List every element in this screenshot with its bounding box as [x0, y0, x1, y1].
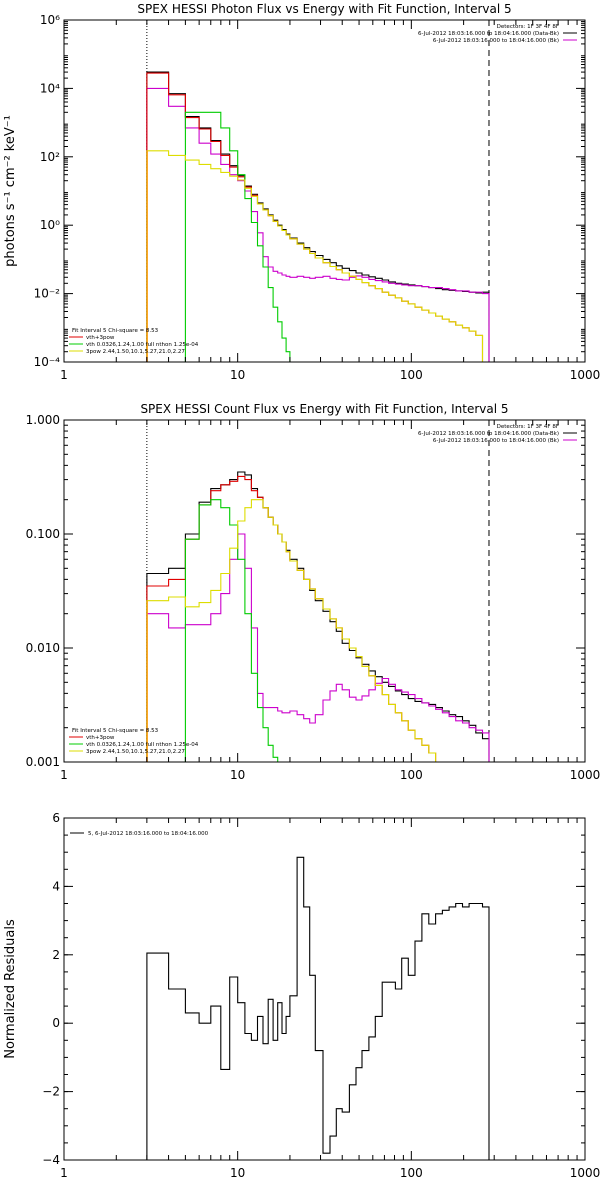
y-tick-label: 0.100 — [26, 527, 60, 541]
legend-entry: 5, 6-Jul-2012 18:03:16.000 to 18:04:16.0… — [88, 831, 209, 837]
legend-top-entry: 6-Jul-2012 18:03:16.000 to 18:04:16.000 … — [418, 31, 559, 37]
chart-panel-3: 1 10 100 1000 −4 −2 0 2 4 6 Normalized Residuals 5,… — [3, 811, 600, 1180]
y-tick-label: 0.010 — [26, 641, 60, 655]
chart-title: SPEX HESSI Count Flux vs Energy with Fit… — [140, 402, 508, 416]
x-tick-label: 1 — [60, 768, 68, 782]
legend-fit-entry: vth 0.0326,1.24,1.00 full nthon 1.25e-04 — [86, 742, 199, 748]
y-tick-label: 10⁰ — [40, 218, 60, 232]
series-line-yellow — [146, 499, 489, 763]
y-tick-label: 1.000 — [26, 413, 60, 427]
y-tick-label: −4 — [42, 1153, 60, 1167]
legend-fit-entry: 3pow 2.44,1.50,10.1,5.27,21.0,2.27 — [86, 349, 185, 355]
legend-top-entry: Detectors: 1F 3F 4F 8F — [497, 24, 559, 30]
y-tick-label: 0.001 — [26, 755, 60, 769]
chart-title: SPEX HESSI Photon Flux vs Energy with Fi… — [137, 2, 511, 16]
series-line-black — [146, 71, 490, 362]
plot-frame — [63, 419, 586, 763]
chart-panel-2: SPEX HESSI Count Flux vs Energy with Fit… — [26, 402, 600, 782]
y-tick-label: 4 — [52, 879, 60, 893]
plot-frame — [63, 817, 586, 1161]
legend-top-entry: 6-Jul-2012 18:03:16.000 to 18:04:16.000 … — [418, 431, 559, 437]
y-tick-label: 10⁶ — [40, 13, 60, 27]
legend-top-entry: Detectors: 1F 3F 4F 8F — [497, 424, 559, 430]
series-line-black — [146, 471, 490, 762]
x-tick-label: 1 — [60, 368, 68, 382]
legend-fit-entry: vth 0.0326,1.24,1.00 full nthon 1.25e-04 — [86, 342, 199, 348]
y-tick-label: 2 — [52, 948, 60, 962]
x-tick-label: 1000 — [570, 1166, 600, 1180]
plot-frame — [63, 19, 586, 363]
legend-top-entry: 6-Jul-2012 18:03:16.000 to 18:04:16.000 … — [433, 438, 559, 444]
chart-panel-1: SPEX HESSI Photon Flux vs Energy with Fi… — [3, 2, 600, 382]
series-line-red — [146, 475, 489, 763]
x-tick-label: 100 — [400, 368, 423, 382]
y-tick-label: 10² — [40, 150, 60, 164]
series-line-green — [146, 111, 489, 363]
y-tick-label: 10⁴ — [40, 81, 60, 95]
x-tick-label: 100 — [400, 768, 423, 782]
y-tick-label: 10⁻² — [34, 287, 61, 301]
legend-top-entry: 6-Jul-2012 18:03:16.000 to 18:04:16.000 … — [433, 38, 559, 44]
legend-fit-entry: 3pow 2.44,1.50,10.1,5.27,21.0,2.27 — [86, 749, 185, 755]
series-line-magenta — [146, 87, 490, 362]
x-tick-label: 10 — [230, 1166, 245, 1180]
legend-fit-entry: vth+3pow — [86, 335, 115, 341]
series-line-black — [146, 856, 490, 1160]
x-tick-label: 1000 — [570, 768, 600, 782]
y-axis-label: photons s⁻¹ cm⁻² keV⁻¹ — [3, 115, 18, 267]
legend-fit-title: Fit Interval 5 Chi-square = 8.53 — [72, 728, 159, 734]
y-tick-label: 0 — [52, 1016, 60, 1030]
x-tick-label: 100 — [400, 1166, 423, 1180]
y-tick-label: 6 — [52, 811, 60, 825]
y-tick-label: −2 — [42, 1085, 60, 1099]
series-line-magenta — [146, 533, 490, 762]
x-tick-label: 10 — [230, 768, 245, 782]
series-line-yellow — [146, 150, 489, 363]
x-tick-label: 10 — [230, 368, 245, 382]
y-axis-label: Normalized Residuals — [3, 919, 18, 1059]
y-tick-label: 10⁻⁴ — [34, 355, 61, 369]
x-tick-label: 1000 — [570, 368, 600, 382]
legend-fit-entry: vth+3pow — [86, 735, 115, 741]
series-line-green — [146, 499, 489, 763]
legend-fit-title: Fit Interval 5 Chi-square = 8.53 — [72, 328, 159, 334]
x-tick-label: 1 — [60, 1166, 68, 1180]
